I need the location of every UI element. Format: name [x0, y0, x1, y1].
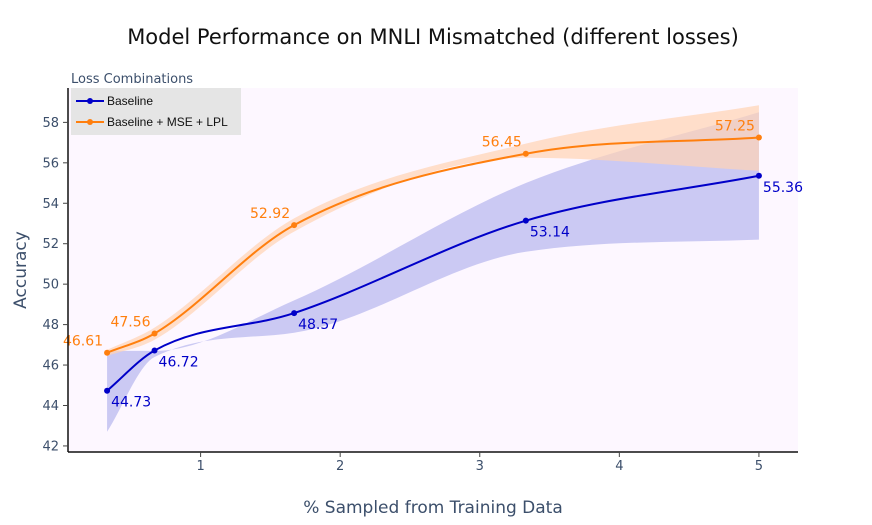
- data-point-baseline: [755, 172, 762, 179]
- data-label: 52.92: [250, 206, 290, 222]
- data-point-baseline: [522, 217, 529, 224]
- y-tick-label: 44: [42, 399, 59, 414]
- legend-swatch-marker: [87, 119, 93, 125]
- data-point-baseline: [104, 387, 111, 394]
- data-label: 57.25: [715, 119, 755, 135]
- data-point-baseline: [291, 310, 298, 317]
- data-point-mse-lpl: [104, 349, 111, 356]
- legend-entry-label: Baseline + MSE + LPL: [107, 115, 228, 129]
- y-tick-label: 46: [42, 359, 59, 374]
- data-labels: 44.73 46.72 48.57 53.14 55.36 46.61 47.56 52.92…: [63, 119, 803, 411]
- legend[interactable]: Loss Combinations Baseline Baseline + MSE…: [71, 72, 241, 135]
- y-tick-label: 58: [42, 116, 59, 131]
- legend-title: Loss Combinations: [71, 72, 193, 87]
- y-tick-label: 54: [42, 197, 59, 212]
- data-label: 46.61: [63, 334, 103, 350]
- data-label: 47.56: [110, 314, 150, 330]
- x-tick-label: 5: [755, 459, 763, 474]
- y-axis-title: Accuracy: [11, 231, 31, 309]
- legend-swatch-marker: [87, 98, 93, 104]
- series-points: [104, 134, 762, 394]
- data-label: 48.57: [298, 317, 338, 333]
- legend-box: [71, 88, 241, 135]
- data-point-mse-lpl: [755, 134, 762, 141]
- data-label: 56.45: [482, 135, 522, 151]
- confidence-band-baseline: [107, 112, 759, 432]
- chart-title: Model Performance on MNLI Mismatched (di…: [127, 25, 739, 49]
- y-tick-label: 42: [42, 439, 59, 454]
- data-point-mse-lpl: [291, 222, 298, 229]
- x-tick-label: 1: [196, 459, 204, 474]
- data-point-baseline: [151, 347, 158, 354]
- x-axis-title: % Sampled from Training Data: [303, 498, 563, 518]
- confidence-band-mse-lpl: [107, 105, 759, 356]
- x-tick-label: 3: [476, 459, 484, 474]
- y-tick-label: 52: [42, 237, 59, 252]
- y-tick-label: 56: [42, 156, 59, 171]
- y-tick-label: 48: [42, 318, 59, 333]
- data-point-mse-lpl: [522, 150, 529, 157]
- x-tick-label: 2: [336, 459, 344, 474]
- x-tick-label: 4: [615, 459, 623, 474]
- legend-entry-label: Baseline: [107, 94, 153, 108]
- legend-entries[interactable]: Baseline Baseline + MSE + LPL: [76, 94, 228, 129]
- data-label: 55.36: [763, 180, 803, 196]
- data-label: 44.73: [111, 395, 151, 411]
- data-label: 53.14: [530, 225, 570, 241]
- data-label: 46.72: [159, 354, 199, 370]
- data-point-mse-lpl: [151, 330, 158, 337]
- y-tick-label: 50: [42, 278, 59, 293]
- confidence-bands: [107, 105, 759, 432]
- axes: 42 44 46 48 50 52 54 56 58 1 2 3 4 5: [42, 88, 798, 474]
